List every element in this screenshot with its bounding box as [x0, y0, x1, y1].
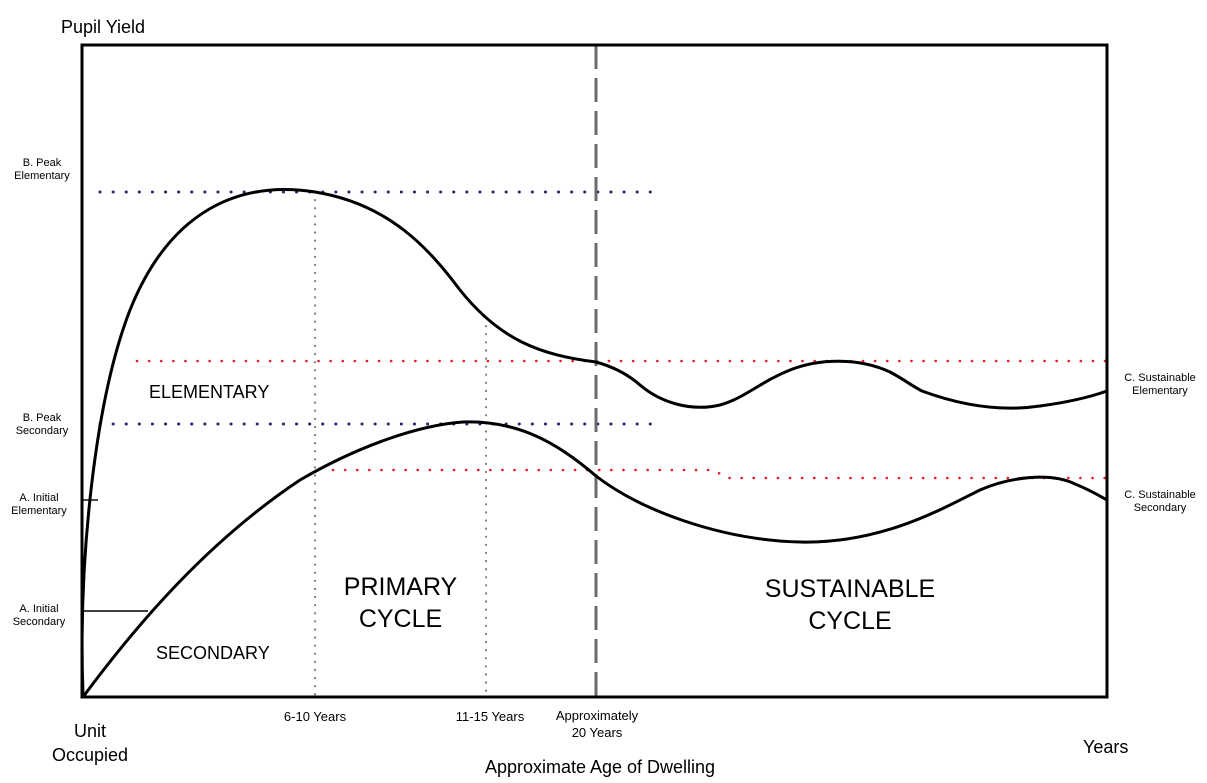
x-tick-label: 6-10 Years	[283, 709, 347, 724]
x-axis-title: Approximate Age of Dwelling	[484, 757, 716, 777]
chart-frame	[80, 43, 1109, 699]
elementary-curve	[80, 188, 1108, 696]
secondary-curve	[81, 420, 1108, 698]
origin-label: Unit Occupied	[51, 721, 129, 765]
primary-cycle-label: PRIMARY CYCLE	[343, 573, 458, 633]
sustainable-secondary-label: C. Sustainable Secondary	[1124, 489, 1196, 514]
sustainable-elementary-label: C. Sustainable Elementary	[1124, 372, 1196, 397]
initial-elementary-label: A. Initial Elementary	[11, 492, 67, 517]
peak-elementary-label: B. Peak Elementary	[14, 157, 70, 182]
x-tick-label: 11-15 Years	[455, 709, 525, 724]
x-axis-end-label: Years	[1083, 737, 1129, 757]
elementary-curve-label: ELEMENTARY	[149, 382, 270, 402]
x-tick-label: Approximately 20 Years	[555, 708, 639, 740]
peak-secondary-label: B. Peak Secondary	[15, 412, 69, 437]
secondary-curve-label: SECONDARY	[156, 643, 270, 663]
y-axis-title: Pupil Yield	[61, 17, 146, 37]
sustainable-cycle-label: SUSTAINABLE CYCLE	[764, 575, 936, 635]
sustainable-secondary-line	[331, 468, 1109, 480]
initial-secondary-label: A. Initial Secondary	[12, 603, 66, 628]
